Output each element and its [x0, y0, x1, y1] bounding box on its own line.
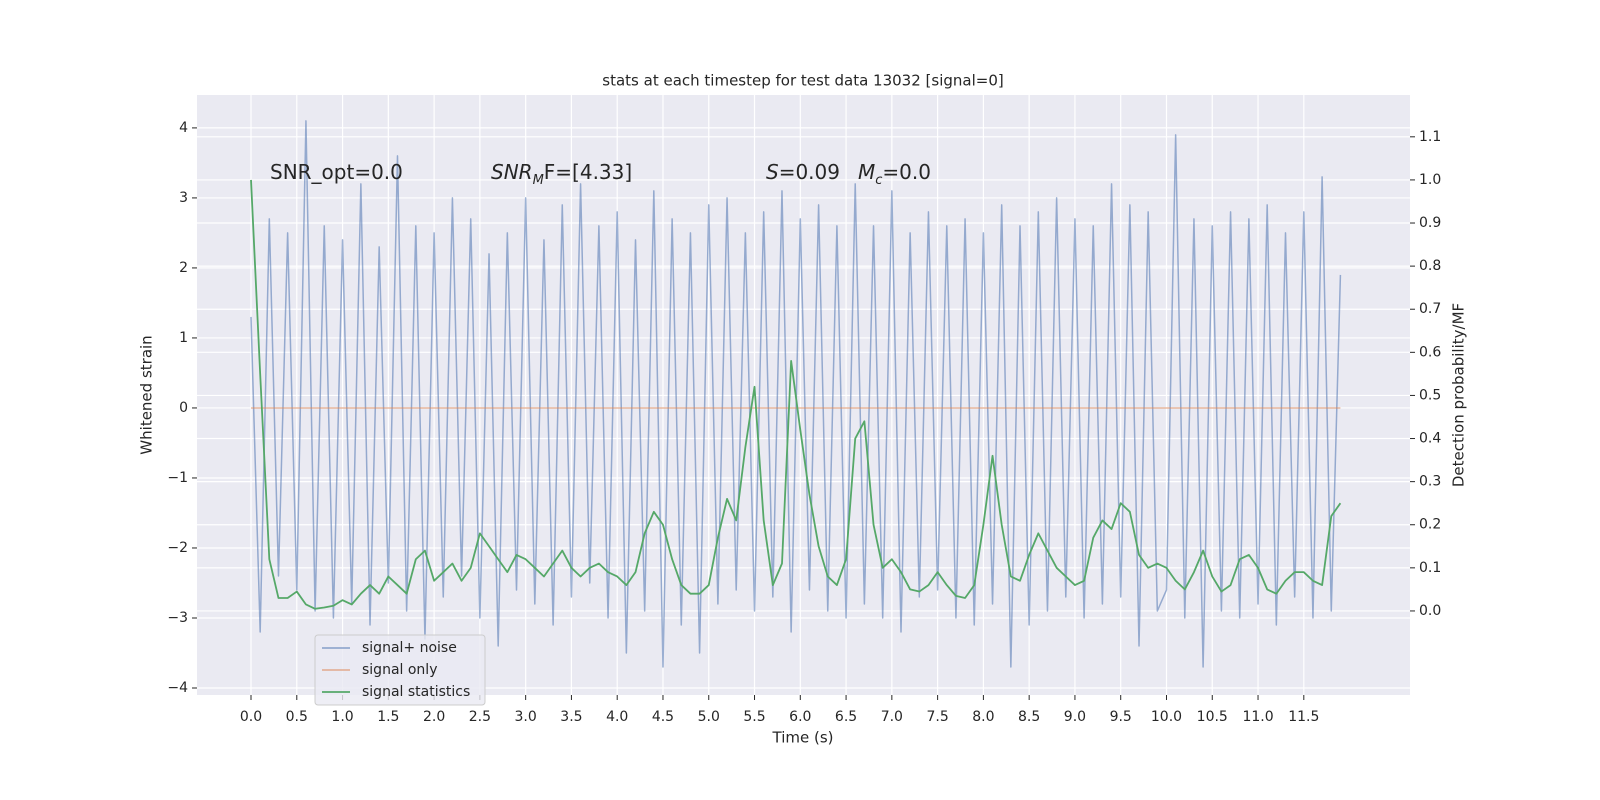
- y2-tick-label: 0.4: [1419, 431, 1441, 447]
- series-line: [250, 120, 1342, 668]
- annotation-part: c: [875, 173, 882, 188]
- x-tick-label: 8.5: [1018, 709, 1040, 725]
- x-axis-label: Time (s): [772, 729, 834, 747]
- x-tick-label: 11.5: [1288, 709, 1319, 725]
- y-tick-label: −2: [167, 540, 188, 556]
- legend-label: signal statistics: [362, 684, 470, 700]
- chart-title: stats at each timestep for test data 130…: [602, 72, 1003, 90]
- x-tick-label: 5.5: [743, 709, 765, 725]
- y-tick-label: −1: [167, 470, 188, 486]
- x-tick-label: 0.0: [240, 709, 262, 725]
- y-axis-label: Whitened strain: [138, 335, 156, 454]
- y2-tick-label: 0.0: [1419, 603, 1441, 619]
- series-line: [250, 179, 1342, 610]
- marks: [250, 120, 1342, 668]
- y-tick-label: −4: [167, 680, 188, 696]
- x-tick-label: 4.0: [606, 709, 628, 725]
- labels: 0.0 0.5 1.0 1.5 2.0 2.5 3.0 3.5 4.0 4.5 5.0 5.5 6.0 6…: [167, 120, 1441, 725]
- legend-label: signal+ noise: [362, 640, 457, 656]
- y2-tick-label: 0.8: [1419, 258, 1441, 274]
- x-tick-label: 3.5: [560, 709, 582, 725]
- x-tick-label: 2.5: [469, 709, 491, 725]
- legend-box: [314, 634, 486, 706]
- x-tick-label: 9.5: [1110, 709, 1132, 725]
- legend: signal+ noise signal only signal statistic…: [314, 634, 486, 706]
- x-tick-label: 10.0: [1151, 709, 1182, 725]
- x-tick-label: 2.0: [423, 709, 445, 725]
- annotation-part: M: [533, 173, 544, 188]
- y2-tick-label: 0.1: [1419, 560, 1441, 576]
- legend-label: signal only: [362, 662, 437, 678]
- x-tick-label: 7.0: [881, 709, 903, 725]
- x-tick-label: 9.0: [1064, 709, 1086, 725]
- x-tick-label: 0.5: [286, 709, 308, 725]
- y2-tick-label: 0.3: [1419, 474, 1441, 490]
- y-tick-label: 1: [179, 330, 188, 346]
- y2-tick-label: 1.0: [1419, 172, 1441, 188]
- x-tick-label: 3.0: [515, 709, 537, 725]
- y2-tick-label: 0.7: [1419, 301, 1441, 317]
- x-tick-label: 6.0: [789, 709, 811, 725]
- y2-tick-label: 0.2: [1419, 517, 1441, 533]
- y-tick-label: 4: [179, 120, 188, 136]
- annotation: SNRMF=[4.33]: [491, 160, 632, 189]
- annotation-part: SNR_opt=0.0: [270, 160, 403, 184]
- annotation-part: F=[4.33]: [544, 160, 632, 184]
- y2-tick-label: 0.5: [1419, 387, 1441, 403]
- x-tick-label: 1.5: [377, 709, 399, 725]
- y2-tick-label: 1.1: [1419, 129, 1441, 145]
- x-tick-label: 11.0: [1242, 709, 1273, 725]
- annotation-part: SNR: [491, 160, 533, 184]
- annotation-part: =0.09: [779, 160, 840, 184]
- y2-tick-label: 0.6: [1419, 344, 1441, 360]
- y-tick-label: 2: [179, 260, 188, 276]
- x-tick-label: 6.5: [835, 709, 857, 725]
- y-tick-label: 3: [179, 190, 188, 206]
- annotation: Mc=0.0: [858, 160, 931, 189]
- x-tick-label: 10.5: [1197, 709, 1228, 725]
- x-tick-label: 5.0: [698, 709, 720, 725]
- x-tick-label: 4.5: [652, 709, 674, 725]
- annotation-part: =0.0: [882, 160, 931, 184]
- y-tick-label: −3: [167, 610, 188, 626]
- annotation-part: S: [766, 160, 779, 184]
- annotation-part: M: [858, 160, 875, 184]
- y-tick-label: 0: [179, 400, 188, 416]
- x-tick-label: 1.0: [331, 709, 353, 725]
- y2-tick-label: 0.9: [1419, 215, 1441, 231]
- annotation: SNR_opt=0.0: [270, 160, 403, 184]
- y2-axis-label: Detection probability/MF: [1450, 303, 1468, 487]
- x-tick-label: 8.0: [972, 709, 994, 725]
- x-tick-label: 7.5: [926, 709, 948, 725]
- annotation: S=0.09: [766, 160, 840, 184]
